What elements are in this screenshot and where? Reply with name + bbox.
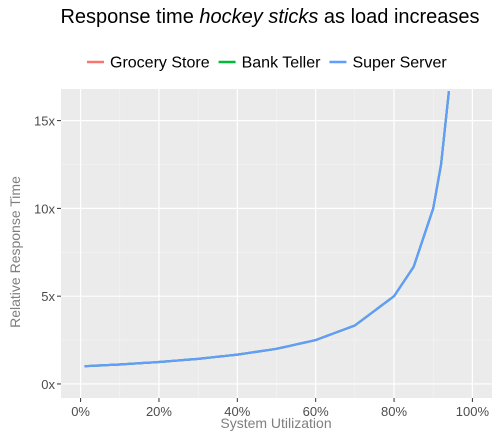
legend-label-bank-teller: Bank Teller (242, 55, 322, 72)
chart-title: Response time hockey sticks as load incr… (60, 6, 479, 28)
x-tick-label: 20% (146, 404, 172, 419)
y-tick-label: 10x (34, 201, 55, 216)
legend-label-super-server: Super Server (352, 55, 447, 72)
y-tick-label: 0x (41, 377, 55, 392)
series-line-super-server (84, 91, 450, 368)
y-tick-label: 15x (34, 114, 55, 129)
x-tick-label: 0% (71, 404, 90, 419)
plot-area: 0% 20% 40% 60% 80% 100% 0x 5x 10x 15x (34, 89, 492, 419)
legend-label-grocery-store: Grocery Store (110, 55, 210, 72)
title-emphasis: hockey sticks (199, 6, 318, 28)
title-after: as load increases (318, 6, 479, 28)
title-before: Response time (60, 6, 199, 28)
x-tick-label: 60% (303, 404, 329, 419)
x-tick-label: 80% (381, 404, 407, 419)
x-axis-title: System Utilization (220, 415, 331, 431)
y-tick-label: 5x (41, 289, 55, 304)
x-tick-label: 40% (224, 404, 250, 419)
series-lines (84, 91, 450, 368)
x-tick-label: 100% (456, 404, 490, 419)
legend: Grocery Store Bank Teller Super Server (87, 55, 447, 72)
y-axis-title: Relative Response Time (7, 176, 23, 328)
